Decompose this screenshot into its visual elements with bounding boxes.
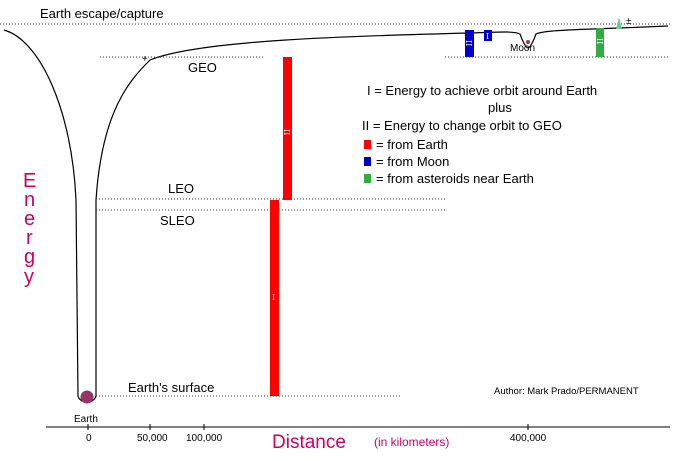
asteroid-icon <box>616 17 622 29</box>
moon-bar-geo <box>465 30 474 57</box>
sleo-label: SLEO <box>160 213 195 228</box>
y-title-letter: E <box>23 170 36 192</box>
moon-bar-geo-label: II <box>464 40 473 46</box>
y-axis-title: E n e r g y <box>23 170 36 288</box>
asteroid-bar-geo <box>596 28 604 57</box>
geo-marker: + <box>142 54 148 65</box>
y-title-letter: e <box>24 208 35 230</box>
earth-bar-geo <box>283 57 292 200</box>
x-tick-label: 50,000 <box>137 433 168 444</box>
x-axis-title: Distance <box>272 432 346 453</box>
asteroid-bar-geo-label: II <box>595 38 604 44</box>
legend-from-earth: = from Earth <box>376 137 448 152</box>
leo-label: LEO <box>168 181 194 196</box>
x-axis-unit: (in kilometers) <box>374 435 449 449</box>
x-tick-label: 400,000 <box>510 433 547 444</box>
x-tick-label: 100,000 <box>186 433 223 444</box>
geo-label: GEO <box>188 60 217 75</box>
surface-label: Earth's surface <box>128 380 214 395</box>
earth-bar-geo-label: II <box>282 129 291 135</box>
escape-level-label: Earth escape/capture <box>40 6 164 21</box>
earth-bar-orbit-label: I <box>272 293 275 302</box>
legend-from-moon: = from Moon <box>376 154 449 169</box>
legend-from-asteroids: = from asteroids near Earth <box>376 171 534 186</box>
legend-line-3: II = Energy to change orbit to GEO <box>362 118 562 133</box>
moon-bar-orbit <box>484 30 492 41</box>
y-title-letter: y <box>24 266 34 288</box>
legend-swatch-moon <box>364 157 371 166</box>
legend-line-2: plus <box>488 100 512 115</box>
y-title-letter: g <box>24 246 35 268</box>
moon-label: Moon <box>510 43 535 54</box>
y-title-letter: r <box>26 227 33 249</box>
x-tick-label: 0 <box>86 433 92 444</box>
earth-bar-orbit <box>270 200 279 396</box>
earth-gravity-well <box>3 25 669 397</box>
author-credit: Author: Mark Prado/PERMANENT <box>494 386 639 397</box>
asteroid-marker: ± <box>626 16 632 27</box>
earth-label: Earth <box>74 414 98 425</box>
moon-dot <box>526 40 530 44</box>
earth-dot <box>80 390 94 404</box>
legend-line-1: I = Energy to achieve orbit around Earth <box>367 83 597 98</box>
y-title-letter: n <box>24 189 35 211</box>
legend-swatch-asteroids <box>364 174 371 183</box>
legend-swatch-earth <box>364 140 371 149</box>
moon-bar-orbit-label: I <box>486 32 489 41</box>
